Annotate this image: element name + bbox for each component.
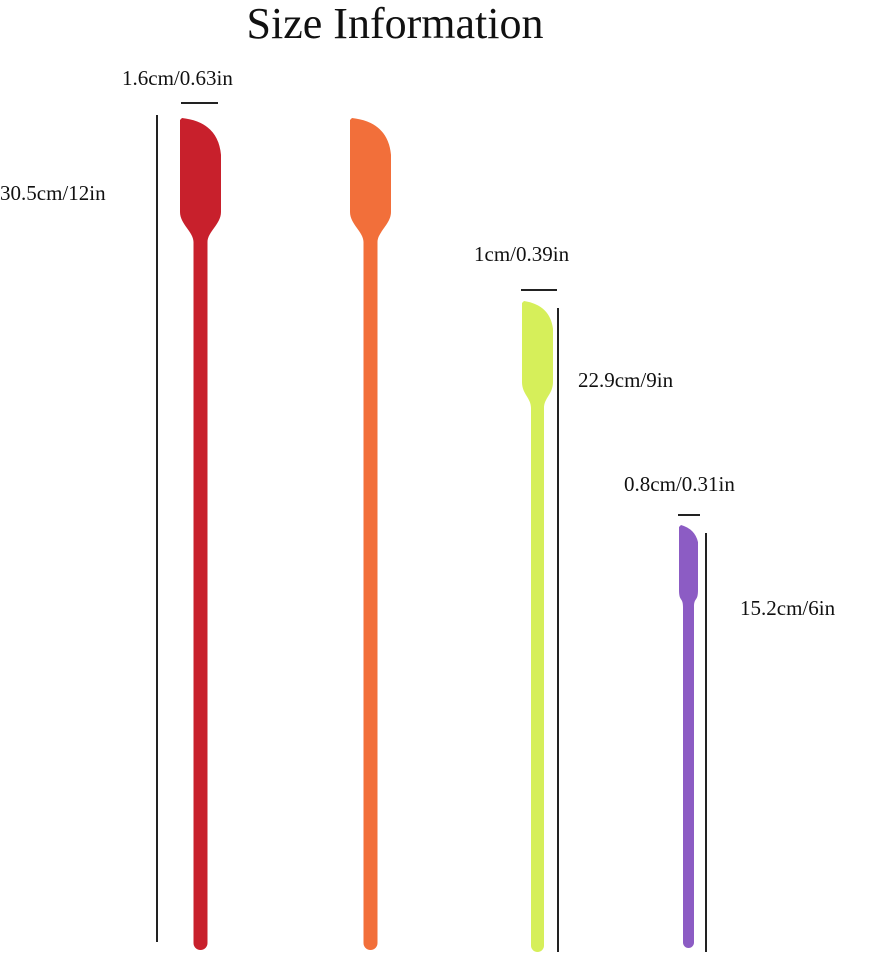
purple-width-label: 0.8cm/0.31in: [624, 472, 735, 496]
purple-spatula: [679, 525, 698, 949]
title: Size Information: [246, 0, 544, 48]
red-spatula: [180, 118, 221, 951]
red-width-label: 1.6cm/0.63in: [122, 66, 233, 90]
lime-width-label: 1cm/0.39in: [474, 242, 570, 266]
lime-length-label: 22.9cm/9in: [578, 368, 674, 392]
orange-spatula: [350, 118, 391, 951]
lime-spatula: [522, 301, 553, 953]
red-length-label: 30.5cm/12in: [0, 181, 106, 205]
purple-length-label: 15.2cm/6in: [740, 596, 836, 620]
